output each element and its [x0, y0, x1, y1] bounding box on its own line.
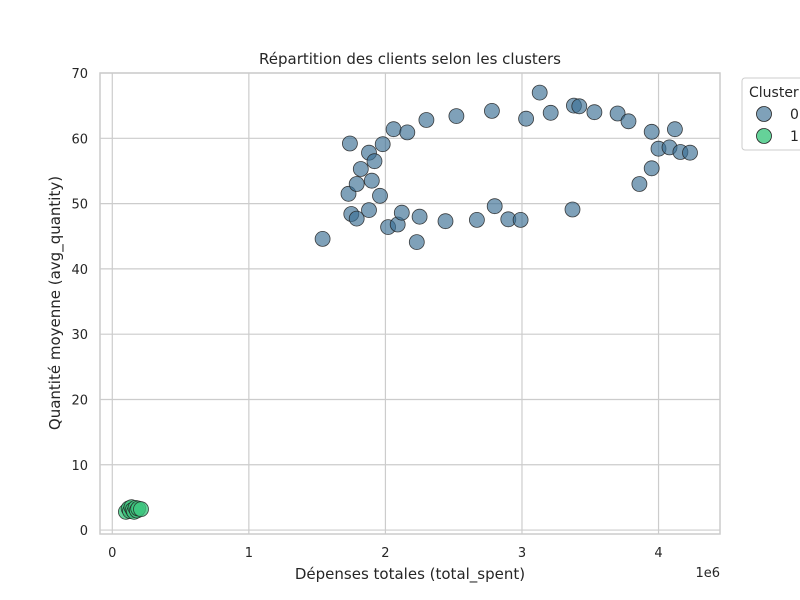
data-points [118, 84, 698, 520]
legend-title: Cluster [749, 85, 799, 101]
legend-label-1: 1 [790, 129, 799, 145]
data-point-cluster-0 [366, 153, 383, 170]
legend-marker-1 [756, 128, 772, 144]
data-point-cluster-0 [385, 121, 402, 138]
x-axis-label: Dépenses totales (total_spent) [295, 565, 525, 584]
data-point-cluster-0 [314, 230, 331, 247]
data-point-cluster-0 [682, 144, 698, 161]
data-point-cluster-0 [437, 213, 454, 230]
data-point-cluster-0 [609, 105, 626, 122]
y-tick-label: 60 [71, 132, 88, 147]
data-point-cluster-0 [586, 104, 603, 121]
data-point-cluster-0 [372, 187, 388, 204]
data-point-cluster-0 [620, 113, 637, 130]
axes-frame [99, 72, 721, 535]
data-point-cluster-0 [468, 211, 485, 228]
data-point-cluster-0 [631, 176, 648, 192]
data-point-cluster-0 [448, 108, 465, 124]
data-point-cluster-0 [643, 160, 660, 177]
x-tick-label: 4 [654, 546, 662, 561]
y-tick-label: 40 [71, 263, 88, 278]
data-point-cluster-0 [643, 123, 660, 140]
data-point-cluster-0 [341, 135, 358, 152]
y-tick-label: 70 [71, 67, 88, 82]
legend-label-0: 0 [790, 107, 799, 123]
chart-title: Répartition des clients selon les cluste… [259, 50, 561, 68]
data-point-cluster-0 [361, 202, 377, 219]
data-point-cluster-0 [348, 176, 365, 192]
legend: Cluster 0 1 [741, 77, 800, 151]
y-tick-label: 50 [71, 198, 88, 213]
y-tick-label: 0 [80, 524, 88, 539]
plot-area-frame [99, 72, 721, 535]
data-point-cluster-0 [564, 201, 581, 218]
data-point-cluster-0 [348, 210, 365, 227]
data-point-cluster-0 [486, 198, 503, 215]
data-point-cluster-0 [667, 121, 683, 138]
y-tick-label: 30 [71, 328, 88, 343]
data-point-cluster-0 [518, 110, 534, 127]
legend-marker-0 [756, 106, 772, 122]
data-point-cluster-1 [133, 501, 149, 518]
data-point-cluster-0 [374, 136, 391, 153]
data-point-cluster-0 [399, 124, 416, 141]
data-point-cluster-0 [411, 208, 428, 225]
x-tick-label: 3 [518, 546, 526, 561]
data-point-cluster-0 [542, 104, 559, 121]
x-offset-label: 1e6 [695, 566, 720, 581]
data-point-cluster-0 [531, 84, 548, 101]
data-point-cluster-0 [393, 204, 410, 221]
data-point-cluster-0 [483, 103, 500, 119]
x-tick-label: 1 [245, 546, 253, 561]
x-tick-label: 0 [108, 546, 116, 561]
y-tick-label: 20 [71, 393, 88, 408]
data-point-cluster-0 [512, 211, 529, 228]
data-point-cluster-0 [408, 234, 425, 251]
y-tick-label: 10 [71, 459, 88, 474]
data-point-cluster-0 [418, 112, 435, 128]
x-tick-label: 2 [381, 546, 389, 561]
y-axis-label: Quantité moyenne (avg_quantity) [46, 176, 65, 430]
data-point-cluster-0 [571, 98, 588, 115]
data-point-cluster-0 [363, 172, 380, 189]
data-point-cluster-0 [352, 161, 369, 177]
